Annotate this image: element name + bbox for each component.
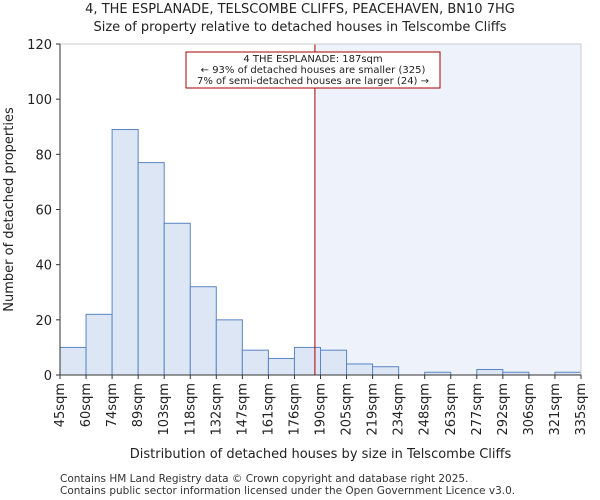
y-tick-label: 100: [27, 93, 52, 108]
x-tick-label: 45sqm: [53, 383, 68, 427]
x-tick-label: 205sqm: [340, 383, 355, 436]
y-tick-label: 20: [35, 314, 52, 329]
x-tick-label: 277sqm: [470, 383, 485, 436]
histogram-bar: [346, 363, 374, 376]
x-tick-label: 292sqm: [496, 383, 511, 436]
x-tick-label: 103sqm: [157, 383, 172, 436]
histogram-bar: [293, 346, 322, 376]
histogram-chart: 4 THE ESPLANADE: 187sqm ← 93% of detache…: [2, 38, 589, 462]
histogram-bar: [372, 366, 400, 376]
x-tick-label: 219sqm: [366, 383, 381, 436]
bars-group: [59, 129, 582, 376]
x-tick-label: 118sqm: [183, 383, 198, 436]
annotation-line-3: 7% of semi-detached houses are larger (2…: [197, 76, 429, 87]
histogram-bar: [215, 319, 243, 376]
histogram-bar: [320, 349, 348, 376]
chart-subtitle: Size of property relative to detached ho…: [93, 20, 507, 35]
histogram-bar: [241, 349, 269, 376]
x-tick-label: 248sqm: [418, 383, 433, 436]
histogram-bar: [163, 222, 191, 376]
annotation-frame: [185, 51, 441, 89]
histogram-bar: [189, 286, 217, 376]
x-tick-label: 176sqm: [287, 383, 302, 436]
x-tick-label: 89sqm: [131, 383, 146, 427]
footer-licence: Contains public sector information licen…: [60, 485, 516, 497]
footer-copyright: Contains HM Land Registry data © Crown c…: [60, 473, 469, 485]
histogram-bar: [476, 368, 504, 376]
annotation-box: 4 THE ESPLANADE: 187sqm ← 93% of detache…: [185, 51, 441, 89]
axes-group: 0 20 40 60 80 100 120 45sqm 60sqm 74sqm 89sqm 103sq…: [27, 38, 589, 436]
histogram-bar: [267, 357, 295, 376]
y-tick-label: 80: [35, 148, 52, 163]
x-tick-label: 335sqm: [574, 383, 589, 436]
y-tick-label: 40: [35, 259, 52, 274]
x-tick-label: 306sqm: [522, 383, 537, 436]
y-tick-label: 120: [27, 38, 52, 53]
histogram-bar: [111, 129, 139, 376]
x-axis-label: Distribution of detached houses by size …: [130, 447, 512, 462]
annotation-line-2: ← 93% of detached houses are smaller (32…: [201, 65, 426, 76]
x-tick-label: 132sqm: [209, 383, 224, 436]
histogram-bar: [85, 313, 113, 376]
y-axis-label: Number of detached properties: [2, 107, 17, 312]
x-tick-label: 321sqm: [548, 383, 563, 436]
y-tick-label: 0: [44, 369, 52, 384]
larger-region-highlight: [314, 44, 581, 375]
histogram-bar: [59, 346, 87, 376]
x-tick-label: 234sqm: [392, 383, 407, 436]
x-tick-label: 161sqm: [261, 383, 276, 436]
annotation-line-1: 4 THE ESPLANADE: 187sqm: [243, 54, 382, 65]
histogram-bar: [137, 162, 165, 376]
x-tick-label: 60sqm: [79, 383, 94, 427]
x-tick-label: 147sqm: [235, 383, 250, 436]
x-tick-label: 263sqm: [444, 383, 459, 436]
x-tick-label: 190sqm: [314, 383, 329, 436]
chart-title: 4, THE ESPLANADE, TELSCOMBE CLIFFS, PEAC…: [85, 2, 515, 17]
y-tick-label: 60: [35, 204, 52, 219]
x-tick-label: 74sqm: [105, 383, 120, 427]
